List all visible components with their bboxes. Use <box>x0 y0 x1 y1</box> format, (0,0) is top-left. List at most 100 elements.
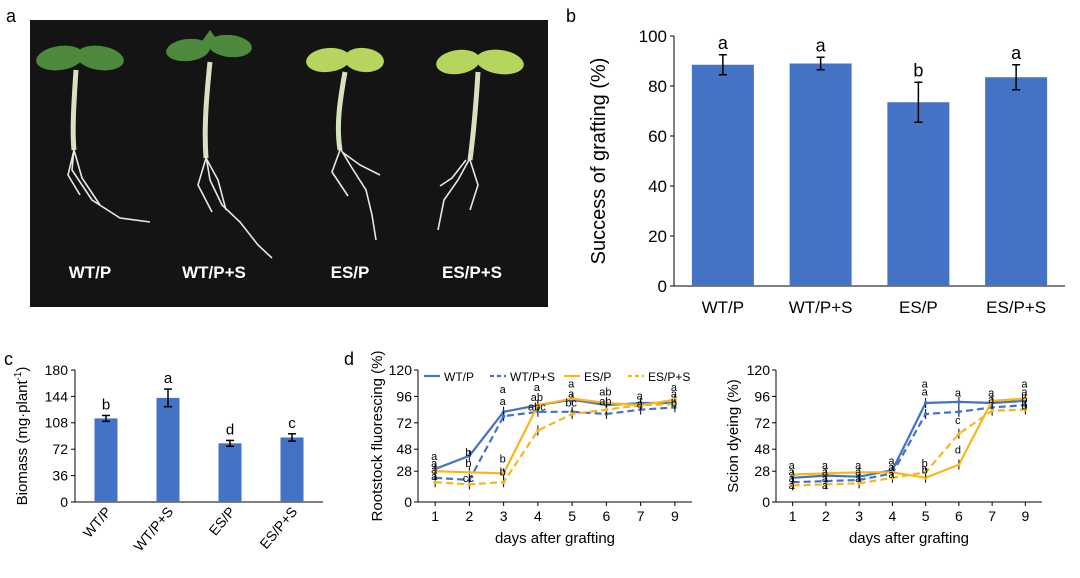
significance-letter: a <box>922 379 929 391</box>
significance-letter: b <box>1021 394 1027 406</box>
significance-letter: a <box>431 451 438 463</box>
data-point <box>433 480 437 485</box>
significance-letter: a <box>822 473 829 485</box>
bar <box>985 77 1048 286</box>
significance-letter: a <box>922 386 929 398</box>
y-tick-label: 100 <box>639 27 667 46</box>
y-axis-label: Biomass (mg·plant-1) <box>13 367 31 506</box>
x-tick-label: 1 <box>431 508 439 524</box>
significance-letter: ab <box>599 396 611 408</box>
grafting-success-chart: 0 20 40 60 80 100 a WT/P a WT/P+S b ES/P a ES/P+S Succ… <box>588 27 1065 317</box>
series-line-wt-p-s <box>792 404 1026 484</box>
roots <box>331 147 381 241</box>
significance-letter: b <box>465 458 471 470</box>
scion-dyeing-chart: 0 28 48 72 96 120 1 2 3 4 5 6 7 9 days after grafting S… <box>725 362 1042 547</box>
data-point <box>923 401 928 405</box>
data-point <box>824 482 828 487</box>
data-point <box>604 401 609 405</box>
data-point <box>467 454 472 458</box>
significance-letter: a <box>822 460 829 472</box>
significance-letter: a <box>637 398 644 410</box>
y-tick-label: 0 <box>404 494 412 510</box>
significance-letter: a <box>500 396 507 408</box>
photo-label-es-p: ES/P <box>331 263 370 282</box>
data-point <box>570 396 574 401</box>
panel-letter-c: c <box>4 349 13 369</box>
x-tick-label: ES/P+S <box>256 504 300 552</box>
data-point <box>433 469 437 474</box>
y-tick-label: 96 <box>396 388 412 404</box>
significance-letter: ab <box>599 386 611 398</box>
photo-label-wt-ps: WT/P+S <box>182 263 246 282</box>
significance-letter: a <box>164 370 173 387</box>
x-tick-label: 3 <box>855 508 863 524</box>
data-point <box>890 470 895 475</box>
data-point <box>604 407 609 412</box>
significance-letter: a <box>855 460 862 472</box>
significance-letter: bc <box>565 397 577 409</box>
y-tick-label: 60 <box>648 127 667 146</box>
biomass-chart: 0 36 72 108 144 180 b WT/P a WT/P+S d ES/P c ES/P+S Bi… <box>13 362 323 554</box>
y-tick-label: 72 <box>396 415 412 431</box>
significance-letter: a <box>500 384 507 396</box>
significance-letter: cc <box>463 473 475 485</box>
x-tick-label: WT/P <box>702 298 745 317</box>
significance-letter: b <box>922 458 928 470</box>
significance-letter: d <box>226 421 234 438</box>
x-tick-label: ES/P+S <box>986 298 1046 317</box>
significance-letter: a <box>789 467 796 479</box>
data-point <box>957 410 961 414</box>
data-point <box>1023 396 1028 401</box>
series-line-wt-p <box>792 399 1026 479</box>
data-point <box>790 483 795 488</box>
significance-letter: a <box>822 480 829 492</box>
stem <box>70 69 79 151</box>
photo-label-es-ps: ES/P+S <box>442 263 502 282</box>
seedling-es-ps <box>436 49 524 231</box>
y-axis-label: Scion dyeing (%) <box>725 379 742 492</box>
significance-letter: a <box>637 391 644 403</box>
significance-letter: a <box>988 394 995 406</box>
data-point <box>923 476 928 480</box>
y-tick-label: 28 <box>754 463 770 479</box>
significance-letter: a <box>855 473 862 485</box>
data-point <box>890 476 895 480</box>
x-tick-label: WT/P+S <box>789 298 853 317</box>
x-tick-label: 4 <box>888 508 896 524</box>
data-point <box>536 403 540 408</box>
seedling-photo: WT/P WT/P+S ES/P ES/P+S <box>30 20 548 307</box>
stem <box>467 71 481 161</box>
true-leaf <box>200 30 220 44</box>
legend-label: WT/P <box>444 370 474 384</box>
x-tick-label: 3 <box>500 508 508 524</box>
bar <box>156 397 180 502</box>
data-point <box>957 462 961 467</box>
y-tick-label: 72 <box>52 441 68 457</box>
significance-letter: b <box>500 467 506 479</box>
y-tick-label: 40 <box>648 177 667 196</box>
y-tick-label: 0 <box>762 494 770 510</box>
bar <box>218 443 242 502</box>
significance-letter: d <box>955 445 961 457</box>
significance-letter: a <box>822 467 829 479</box>
data-point <box>857 470 861 475</box>
y-tick-label: 180 <box>45 362 69 378</box>
data-point <box>923 470 928 475</box>
y-tick-label: 0 <box>60 494 68 510</box>
x-tick-label: 6 <box>955 508 963 524</box>
bar <box>280 437 304 502</box>
significance-letter: b <box>465 447 471 459</box>
panel-letter-b: b <box>566 6 576 26</box>
x-axis-label: days after grafting <box>849 530 969 547</box>
significance-letter: a <box>568 379 575 391</box>
y-tick-label: 36 <box>52 468 68 484</box>
cotyledon <box>166 38 210 62</box>
y-tick-label: 120 <box>389 362 413 378</box>
y-tick-label: 96 <box>754 388 770 404</box>
panel-letter-a: a <box>6 6 17 26</box>
x-tick-label: 5 <box>568 508 576 524</box>
significance-letter: a <box>534 382 541 394</box>
x-tick-label: 2 <box>465 508 473 524</box>
data-point <box>824 471 828 476</box>
